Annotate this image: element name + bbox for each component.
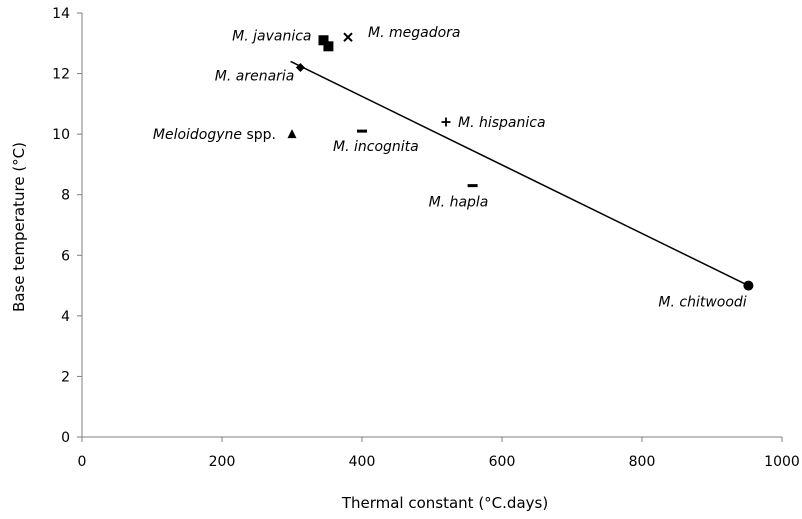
x-tick-label: 0: [78, 454, 87, 470]
point-label: M. hapla: [429, 195, 489, 211]
y-axis-title: Base temperature (°C): [10, 142, 28, 312]
point-label-italic: M. hispanica: [458, 115, 546, 131]
x-tick-label: 400: [349, 454, 376, 470]
data-points: [287, 32, 754, 291]
y-tick-label: 10: [52, 127, 70, 143]
y-tick-label: 6: [61, 248, 70, 264]
data-point-diamond: [295, 63, 305, 73]
x-tick-label: 200: [209, 454, 236, 470]
point-label-italic: M. chitwoodi: [658, 295, 746, 311]
y-tick-label: 12: [52, 67, 70, 83]
axes: 0 2 4 6 8 10 12 14 0 200 400 600 800 1000: [52, 6, 800, 470]
point-label: M. hispanica: [458, 115, 546, 131]
point-label-italic: M. incognita: [333, 139, 419, 155]
point-label-italic: M. arenaria: [215, 69, 295, 85]
point-label-italic: M. megadora: [368, 25, 460, 41]
y-tick-label: 8: [61, 188, 70, 204]
point-label-suffix: spp.: [242, 127, 276, 143]
point-labels: M. javanica M. megadora M. arenaria Meloido…: [153, 25, 747, 310]
trendline: [290, 60, 749, 287]
y-tick-label: 14: [52, 6, 70, 22]
trendline-group: [290, 60, 749, 287]
point-label-italic: Meloidogyne: [153, 127, 242, 143]
point-label: Meloidogyne spp.: [153, 127, 276, 143]
data-point-square: [318, 35, 329, 46]
data-point-dash: [467, 184, 478, 188]
point-label: M. javanica: [232, 28, 311, 44]
x-tick-label: 1000: [764, 454, 800, 470]
data-point-dash: [357, 129, 367, 133]
data-point-plus: [441, 117, 451, 127]
point-label: M. megadora: [368, 25, 460, 41]
y-tick-label: 4: [61, 309, 70, 325]
data-point-x-stroke: [343, 32, 353, 42]
point-label: M. arenaria: [215, 69, 295, 85]
y-tick-label: 2: [61, 369, 70, 385]
data-point-x: [343, 32, 353, 42]
y-tick-label: 0: [61, 430, 70, 446]
point-label: M. incognita: [333, 139, 419, 155]
data-point-circle: [743, 280, 754, 291]
point-label: M. chitwoodi: [658, 295, 746, 311]
x-tick-label: 600: [489, 454, 516, 470]
data-point-square: [323, 41, 334, 52]
x-tick-label: 800: [629, 454, 656, 470]
point-label-italic: M. hapla: [429, 195, 489, 211]
x-axis-title: Thermal constant (°C.days): [341, 494, 548, 512]
data-point-triangle: [287, 129, 297, 139]
point-label-italic: M. javanica: [232, 28, 311, 44]
